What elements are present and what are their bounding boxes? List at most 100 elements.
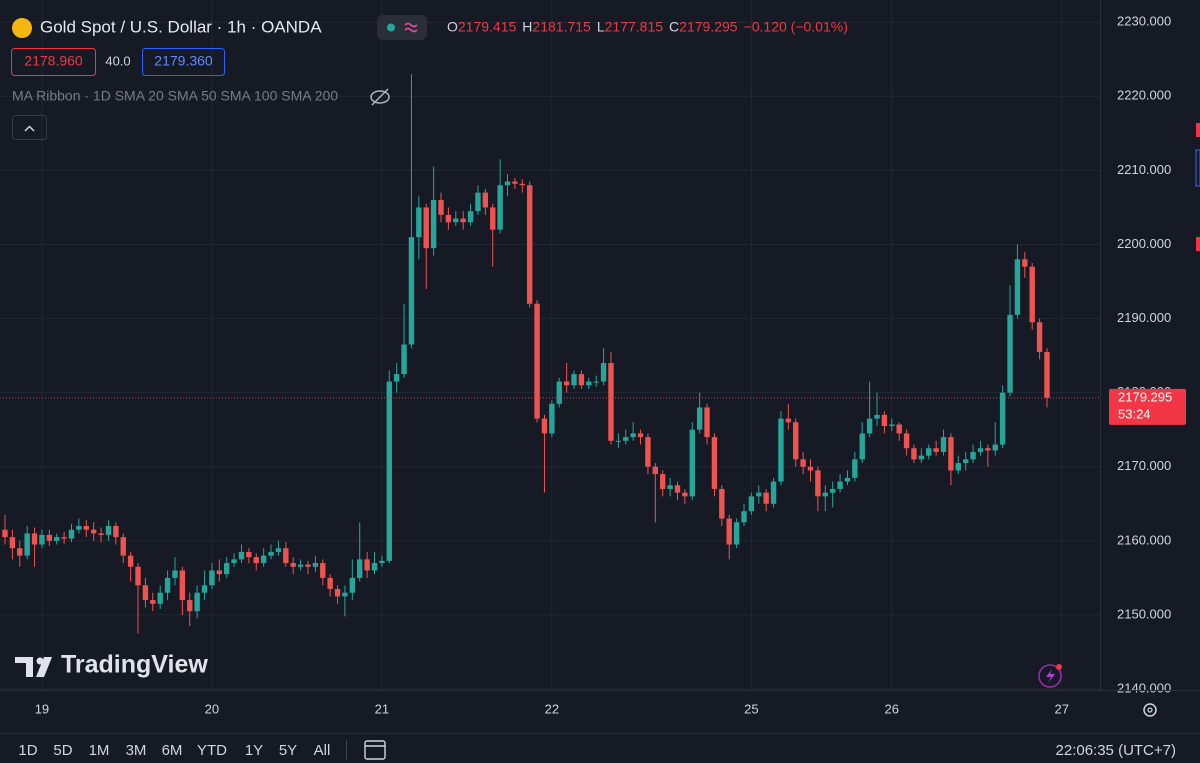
candle-body <box>379 560 385 564</box>
candle-body <box>593 381 599 383</box>
candle-body <box>682 492 688 497</box>
candle-body <box>430 200 437 249</box>
candle-body <box>726 518 732 545</box>
lightning-button[interactable] <box>1038 664 1062 688</box>
candle-body <box>948 437 954 471</box>
candle-body <box>172 570 178 578</box>
indicator-label: MA Ribbon · 1D SMA 20 SMA 50 SMA 100 SMA… <box>12 88 338 104</box>
candle-body <box>275 548 282 552</box>
candle-body <box>859 433 865 460</box>
sell-button[interactable] <box>11 48 96 76</box>
candle-body <box>105 526 112 535</box>
gear-center <box>1147 707 1153 713</box>
candle-body <box>652 466 659 475</box>
candle-body <box>778 418 784 482</box>
lightning-ring <box>1038 664 1062 688</box>
date-range-button[interactable] <box>364 740 386 760</box>
collapse-button[interactable] <box>12 115 47 140</box>
range-button[interactable]: 5Y <box>279 742 297 759</box>
countdown: 53:24 <box>1118 406 1151 421</box>
range-button[interactable]: 6M <box>162 742 183 759</box>
settings-button[interactable] <box>1143 703 1157 717</box>
x-tick-label: 26 <box>885 701 899 716</box>
spread: 40.0 <box>105 53 130 68</box>
candle-body <box>83 526 89 530</box>
candle-body <box>393 374 400 382</box>
x-tick-label: 27 <box>1055 701 1069 716</box>
candle-body <box>98 533 104 535</box>
candle-body <box>815 470 821 497</box>
candle-body <box>999 392 1006 445</box>
candle-body <box>357 559 363 578</box>
range-button[interactable]: 1Y <box>245 742 263 759</box>
candle-body <box>453 218 459 223</box>
y-tick-label: 2140.000 <box>1117 680 1171 695</box>
candle-body <box>526 185 533 304</box>
candle-body <box>305 564 311 567</box>
candle-body <box>90 529 97 534</box>
candle-body <box>127 555 134 567</box>
y-tick-label: 2210.000 <box>1117 162 1171 177</box>
alert-marker <box>1195 149 1200 187</box>
range-button[interactable]: 1D <box>18 742 37 759</box>
candle-body <box>9 537 16 549</box>
candle-body <box>68 529 75 539</box>
candle-body <box>763 492 769 504</box>
ohlc-change: −0.120 (−0.01%) <box>744 19 848 35</box>
status-pill[interactable] <box>377 15 427 40</box>
candle-body <box>1007 314 1013 393</box>
y-tick-label: 2170.000 <box>1117 458 1171 473</box>
candle-body <box>54 537 60 541</box>
y-tick-label: 2150.000 <box>1117 606 1171 621</box>
last-price-tag: 2179.295 53:24 <box>1109 388 1186 425</box>
candle-body <box>238 551 245 560</box>
candle-body <box>246 551 252 558</box>
candle-body <box>674 485 681 493</box>
candle-body <box>76 526 82 530</box>
candle-body <box>689 429 695 497</box>
buy-price: 2179.360 <box>154 53 213 69</box>
range-button[interactable]: YTD <box>197 742 227 759</box>
candle-body <box>467 211 474 223</box>
candle-body <box>896 424 902 434</box>
candle-body <box>290 563 296 567</box>
candle-body <box>985 448 991 451</box>
candle-body <box>504 181 511 186</box>
ohlc-key: O <box>447 19 458 35</box>
notification-dot <box>1056 664 1062 670</box>
candle-body <box>926 448 932 456</box>
range-button[interactable]: All <box>314 742 331 759</box>
candle-body <box>475 192 481 212</box>
candle-body <box>918 455 925 460</box>
candle-body <box>1036 322 1043 352</box>
candle-body <box>179 570 186 601</box>
range-button[interactable]: 5D <box>53 742 72 759</box>
watermark-logo-dot <box>36 657 44 665</box>
candle-body <box>623 437 629 441</box>
candle-body <box>312 563 319 567</box>
candle-body <box>852 459 858 478</box>
candle-body <box>120 537 126 556</box>
y-tick-label: 2220.000 <box>1117 88 1171 103</box>
ohlc-value: 2181.715 <box>532 19 591 35</box>
candle-body <box>268 551 274 556</box>
range-button[interactable]: 1M <box>89 742 110 759</box>
candle-body <box>223 563 230 575</box>
x-tick-label: 21 <box>375 701 389 716</box>
ohlc-key: H <box>522 19 532 35</box>
candle-body <box>135 566 141 586</box>
candle-body <box>962 459 969 464</box>
range-button[interactable]: 3M <box>126 742 147 759</box>
candle-body <box>342 592 348 597</box>
time-axis: 19 20 21 22 25 26 27 <box>35 701 1069 716</box>
buy-button[interactable] <box>142 48 225 76</box>
clock: 22:06:35 (UTC+7) <box>1056 742 1176 759</box>
candle-body <box>445 214 452 223</box>
hide-indicator-icon[interactable] <box>370 88 390 106</box>
candle-body <box>209 570 215 586</box>
candle-body <box>600 363 607 382</box>
candle-body <box>940 437 947 452</box>
candle-body <box>46 534 53 541</box>
x-tick-label: 20 <box>205 701 219 716</box>
